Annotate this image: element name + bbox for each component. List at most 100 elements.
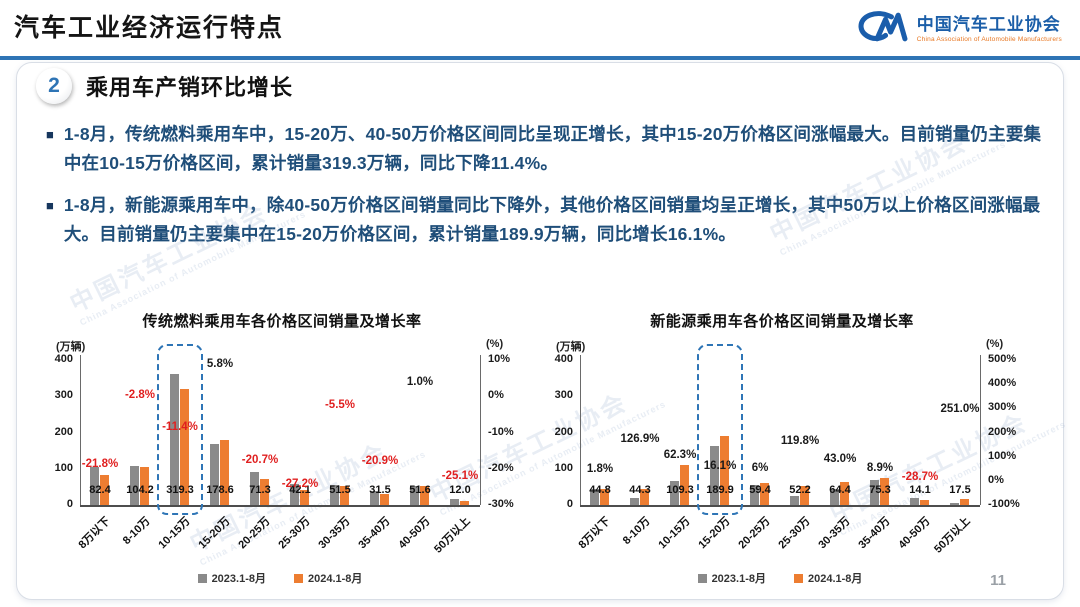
bar-value-label: 109.3 (666, 484, 694, 496)
highlight-box (157, 344, 203, 515)
legend-label: 2024.1-8月 (308, 573, 363, 585)
growth-rate-label: -2.8% (124, 389, 156, 402)
growth-rate-label: -20.7% (241, 454, 279, 467)
legend-item-2024: 2024.1-8月 (294, 570, 362, 586)
bar-2023 (170, 374, 179, 505)
bullet-item-1: ■ 1-8月，传统燃料乘用车中，15-20万、40-50万价格区间同比呈现正增长… (46, 120, 1048, 178)
right-axis-unit-label: (%) (986, 338, 1004, 350)
y-tick-label-left: 400 (554, 353, 573, 365)
bullet-list: ■ 1-8月，传统燃料乘用车中，15-20万、40-50万价格区间同比呈现正增长… (46, 120, 1048, 262)
bar-2023 (710, 445, 719, 505)
bar-2024 (420, 486, 429, 505)
bullet-item-2: ■ 1-8月，新能源乘用车中，除40-50万价格区间销量同比下降外，其他价格区间… (46, 191, 1048, 249)
bullet-text-traditional-fuel: 1-8月，传统燃料乘用车中，15-20万、40-50万价格区间同比呈现正增长，其… (63, 124, 1042, 173)
bar-2023 (210, 443, 219, 505)
bar-2024 (920, 499, 929, 505)
bar-2024 (840, 481, 849, 505)
bar-value-label: 44.8 (589, 484, 611, 496)
left-axis-line (580, 355, 581, 505)
bar-2023 (950, 503, 959, 505)
growth-rate-label: 1.0% (406, 375, 434, 388)
growth-rate-label: -21.8% (81, 458, 119, 471)
bar-2023 (670, 480, 679, 505)
page-number: 11 (990, 572, 1006, 589)
growth-rate-label: 43.0% (823, 453, 857, 466)
growth-rate-label: -11.4% (162, 420, 198, 433)
chart-nev: 新能源乘用车各价格区间销量及增长率 (万辆) (%) 400 300 200 100 0 500… (542, 308, 1022, 604)
bar-value-label: 51.6 (409, 484, 431, 496)
chart-legend: 2023.1-8月 2024.1-8月 (580, 570, 980, 586)
x-axis-line (80, 505, 480, 507)
bar-value-label: 12.0 (449, 484, 471, 496)
x-axis-line (580, 505, 980, 507)
content-panel (16, 62, 1064, 600)
bullet-text-nev: 1-8月，新能源乘用车中，除40-50万价格区间销量同比下降外，其他价格区间销量… (63, 195, 1041, 244)
legend-item-2024: 2024.1-8月 (794, 570, 862, 586)
bar-2023 (130, 466, 139, 505)
bar-2024 (380, 493, 389, 505)
bar-2024 (960, 498, 969, 505)
legend-label: 2023.1-8月 (211, 573, 266, 585)
y-tick-label-left: 200 (54, 425, 73, 438)
growth-rate-label: 251.0% (940, 403, 980, 416)
bar-value-label: 319.3 (166, 484, 194, 496)
bar-value-label: 14.1 (909, 484, 931, 496)
legend-item-2023: 2023.1-8月 (697, 570, 766, 586)
bar-2023 (370, 490, 379, 505)
bar-2024 (180, 389, 189, 505)
growth-rate-label: -20.9% (361, 455, 399, 467)
bar-2023 (830, 488, 839, 505)
bar-2024 (220, 440, 229, 505)
legend-swatch-icon (294, 573, 303, 583)
y-tick-label-right: 300% (988, 401, 1017, 414)
legend-label: 2024.1-8月 (808, 573, 863, 585)
bar-value-label: 104.2 (126, 484, 154, 496)
bar-2024 (300, 489, 309, 505)
left-axis-line (80, 355, 81, 505)
bar-value-label: 178.6 (206, 484, 234, 496)
section-title: 乘用车产销环比增长 (86, 75, 294, 100)
chart-legend: 2023.1-8月 2024.1-8月 (80, 570, 480, 586)
right-axis-line (980, 355, 981, 505)
section-number-badge: 2 (36, 68, 72, 104)
chart-title: 新能源乘用车各价格区间销量及增长率 (650, 313, 914, 330)
bar-value-label: 51.5 (329, 484, 351, 496)
y-tick-label-right: 500% (988, 353, 1017, 365)
left-axis-unit-label: (万辆) (556, 341, 586, 353)
bullet-marker: ■ (46, 198, 54, 213)
y-tick-label-left: 300 (554, 389, 573, 402)
logo: 中国汽车工业协会 China Association of Automobile… (856, 8, 1062, 51)
bar-2023 (630, 497, 639, 505)
bar-2024 (760, 483, 769, 505)
bar-2023 (910, 497, 919, 505)
bar-2023 (250, 472, 259, 505)
legend-swatch-icon (794, 573, 803, 583)
legend-swatch-icon (197, 573, 207, 583)
bar-2024 (720, 436, 729, 505)
right-axis-line (480, 355, 481, 505)
growth-rate-label: 119.8% (780, 434, 820, 447)
bar-2023 (790, 496, 799, 505)
bar-2023 (870, 479, 879, 505)
growth-rate-label: 1.8% (586, 463, 614, 476)
y-tick-label-right: 10% (488, 353, 511, 365)
bar-value-label: 17.5 (949, 484, 971, 496)
y-tick-label-right: 100% (988, 449, 1017, 462)
bar-2024 (800, 486, 809, 505)
growth-rate-label: 6% (751, 462, 769, 475)
bar-2023 (90, 466, 99, 505)
bar-2024 (260, 479, 269, 505)
bar-2023 (330, 485, 339, 505)
y-tick-label-left: 0 (566, 498, 573, 510)
left-axis-unit-label: (万辆) (56, 341, 86, 353)
y-tick-label-left: 200 (554, 425, 573, 438)
y-tick-label-left: 400 (54, 353, 73, 365)
bar-value-label: 31.5 (369, 484, 391, 496)
bar-2024 (100, 475, 109, 505)
bar-value-label: 64.4 (829, 484, 851, 496)
y-tick-label-right: -100% (988, 498, 1020, 510)
legend-label: 2023.1-8月 (711, 573, 766, 585)
bar-2024 (680, 465, 689, 505)
growth-rate-label: 62.3% (663, 448, 697, 461)
